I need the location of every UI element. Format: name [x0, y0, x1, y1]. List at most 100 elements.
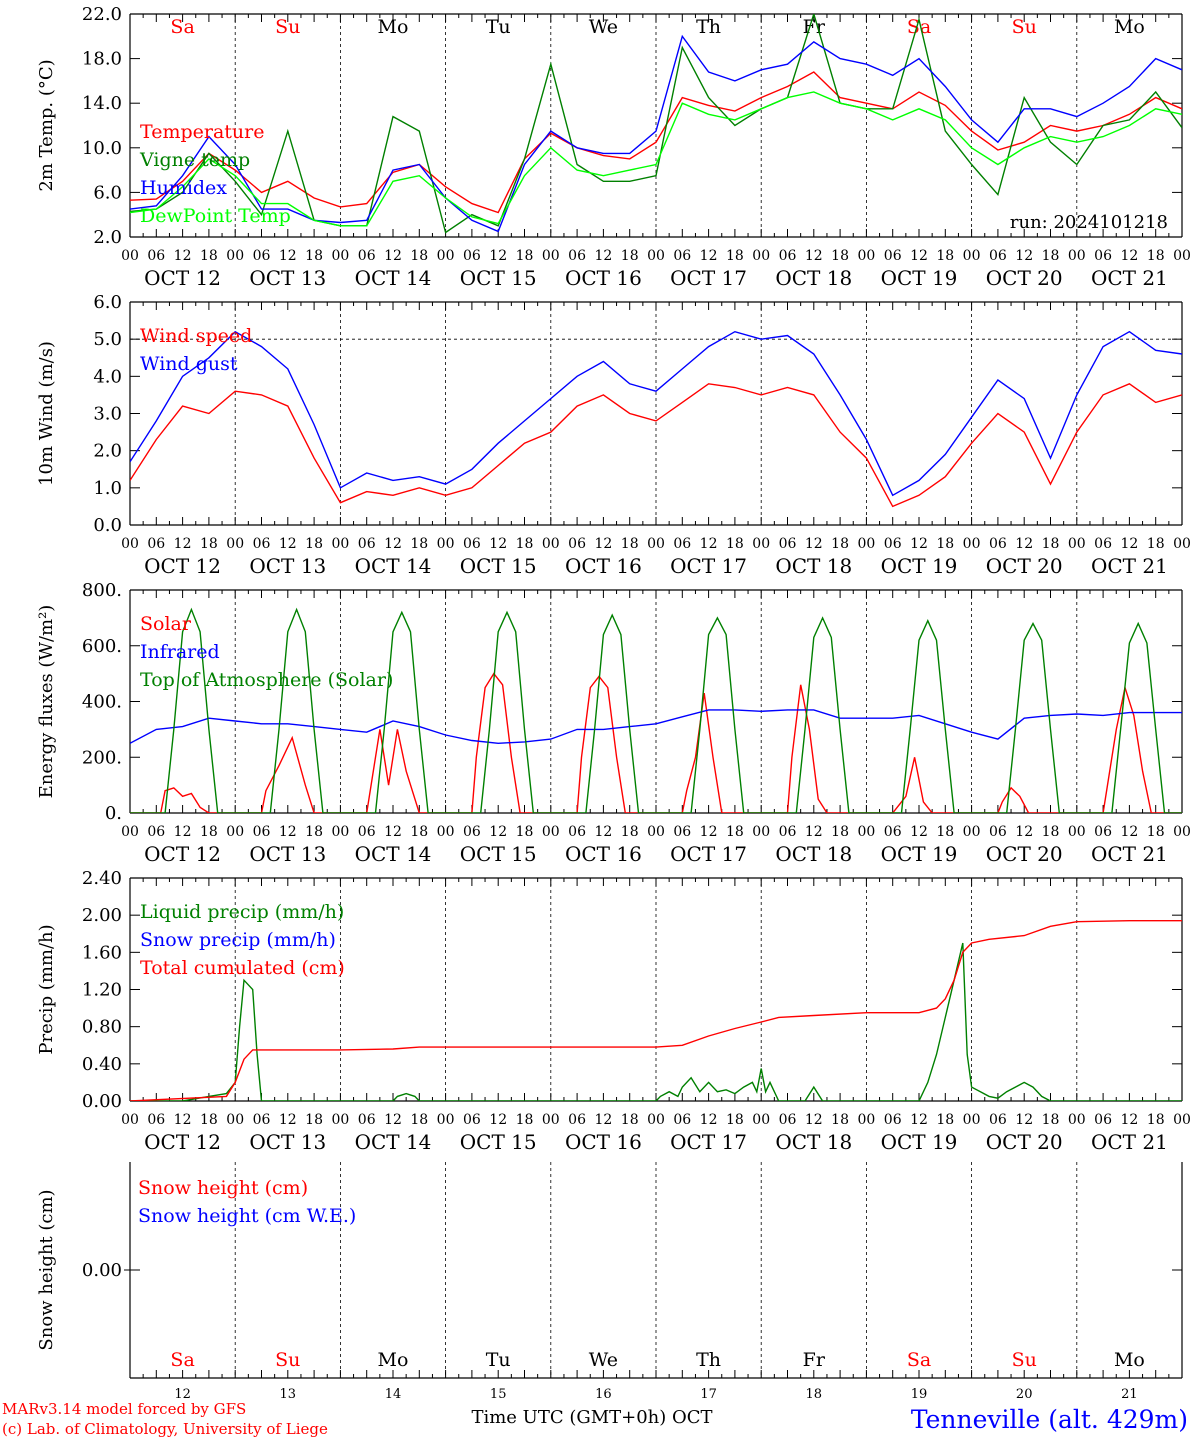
hour-tick-label: 00	[963, 1112, 981, 1128]
date-label: OCT 15	[460, 1130, 537, 1154]
date-label: OCT 21	[1091, 266, 1168, 290]
hour-tick-label: 18	[621, 824, 639, 840]
hour-tick-label: 12	[489, 824, 507, 840]
hour-tick-label: 18	[936, 824, 954, 840]
y-axis-label: 10m Wind (m/s)	[36, 341, 57, 486]
legend-entry: Snow height (cm W.E.)	[138, 1205, 356, 1227]
date-label: OCT 20	[986, 266, 1063, 290]
date-label: OCT 12	[144, 554, 221, 578]
date-label: OCT 13	[249, 554, 326, 578]
y-axis-label: Energy fluxes (W/m²)	[36, 605, 57, 799]
date-label: OCT 13	[249, 266, 326, 290]
hour-tick-label: 12	[1120, 1112, 1138, 1128]
hour-tick-label: 06	[358, 248, 376, 264]
y-tick-label: 0.0	[93, 515, 122, 536]
hour-tick-label: 06	[463, 248, 481, 264]
hour-tick-label: 06	[673, 248, 691, 264]
series-infrared	[130, 709, 1182, 745]
hour-tick-label: 00	[331, 1112, 349, 1128]
hour-tick-label: 18	[305, 536, 323, 552]
station-name: Tenneville (alt. 429m)	[911, 1405, 1188, 1434]
y-tick-label: 5.0	[93, 329, 122, 350]
hour-tick-label: 06	[253, 248, 271, 264]
hour-tick-label: 00	[857, 248, 875, 264]
hour-tick-label: 06	[358, 824, 376, 840]
weekday-label: Th	[696, 1349, 721, 1371]
hour-tick-label: 18	[305, 248, 323, 264]
y-tick-label: 1.0	[93, 478, 122, 499]
hour-tick-label: 06	[989, 1112, 1007, 1128]
hour-tick-label: 18	[516, 824, 534, 840]
y-tick-label: 0.80	[82, 1017, 122, 1038]
hour-tick-label: 18	[936, 536, 954, 552]
weekday-label: Th	[696, 16, 721, 38]
hour-tick-label: 18	[516, 536, 534, 552]
date-label: OCT 18	[775, 842, 852, 866]
hour-tick-label: 00	[752, 1112, 770, 1128]
y-tick-label: 0.	[105, 803, 122, 824]
y-tick-label: 400.	[82, 692, 122, 713]
series-humidex	[130, 34, 1182, 233]
hour-tick-label: 18	[726, 824, 744, 840]
weekday-label: Fr	[803, 16, 826, 38]
series-liquid-precip-mm-h-	[130, 942, 1182, 1101]
y-tick-label: 200.	[82, 747, 122, 768]
series-solar	[130, 672, 1182, 813]
hour-tick-label: 06	[358, 536, 376, 552]
hour-tick-label: 12	[384, 536, 402, 552]
weekday-label: Su	[275, 1349, 300, 1371]
panels: 2.0 6.0 10.0 14.0 18.0 22.0 2m Temp. (°C) 00 06 1…	[36, 4, 1191, 1402]
hour-tick-label: 00	[647, 536, 665, 552]
hour-tick-label: 00	[542, 248, 560, 264]
y-tick-label: 0.00	[82, 1091, 122, 1112]
hour-tick-label: 18	[410, 824, 428, 840]
hour-tick-label: 00	[963, 824, 981, 840]
hour-tick-label: 12	[1015, 536, 1033, 552]
weekday-label: Sa	[907, 1349, 931, 1371]
day-number-label: 21	[1121, 1387, 1138, 1402]
date-label: OCT 12	[144, 266, 221, 290]
hour-tick-label: 12	[174, 1112, 192, 1128]
hour-tick-label: 12	[1120, 824, 1138, 840]
date-label: OCT 19	[881, 1130, 958, 1154]
y-tick-label: 6.0	[93, 292, 122, 313]
hour-tick-label: 18	[726, 536, 744, 552]
weekday-label: Mo	[378, 16, 409, 38]
hour-tick-label: 18	[1042, 824, 1060, 840]
hour-tick-label: 18	[1042, 536, 1060, 552]
hour-tick-label: 12	[700, 536, 718, 552]
hour-tick-label: 12	[1015, 824, 1033, 840]
legend-entry: Temperature	[140, 121, 264, 143]
legend-entry: Snow precip (mm/h)	[140, 929, 336, 951]
hour-tick-label: 06	[989, 248, 1007, 264]
time-axis-title: Time UTC (GMT+0h) OCT	[471, 1407, 712, 1428]
date-label: OCT 14	[355, 266, 432, 290]
hour-tick-label: 00	[542, 1112, 560, 1128]
series-total-cumulated-cm-	[130, 920, 1182, 1101]
y-tick-label: 2.0	[93, 441, 122, 462]
hour-tick-label: 18	[410, 536, 428, 552]
hour-tick-label: 00	[1068, 248, 1086, 264]
hour-tick-label: 18	[200, 248, 218, 264]
day-number-label: 19	[911, 1387, 928, 1402]
weekday-label: We	[589, 1349, 618, 1371]
hour-tick-label: 00	[857, 824, 875, 840]
hour-tick-label: 12	[384, 248, 402, 264]
hour-tick-label: 00	[1068, 824, 1086, 840]
hour-tick-label: 06	[568, 536, 586, 552]
date-label: OCT 19	[881, 266, 958, 290]
hour-tick-label: 00	[437, 1112, 455, 1128]
date-label: OCT 15	[460, 266, 537, 290]
hour-tick-label: 18	[410, 1112, 428, 1128]
hour-tick-label: 18	[831, 536, 849, 552]
hour-tick-label: 06	[147, 248, 165, 264]
date-label: OCT 20	[986, 554, 1063, 578]
hour-tick-label: 00	[752, 536, 770, 552]
hour-tick-label: 06	[253, 536, 271, 552]
y-tick-label: 22.0	[82, 4, 122, 25]
y-tick-label: 3.0	[93, 404, 122, 425]
hour-tick-label: 12	[279, 824, 297, 840]
day-number-label: 13	[280, 1387, 297, 1402]
hour-tick-label: 00	[331, 536, 349, 552]
